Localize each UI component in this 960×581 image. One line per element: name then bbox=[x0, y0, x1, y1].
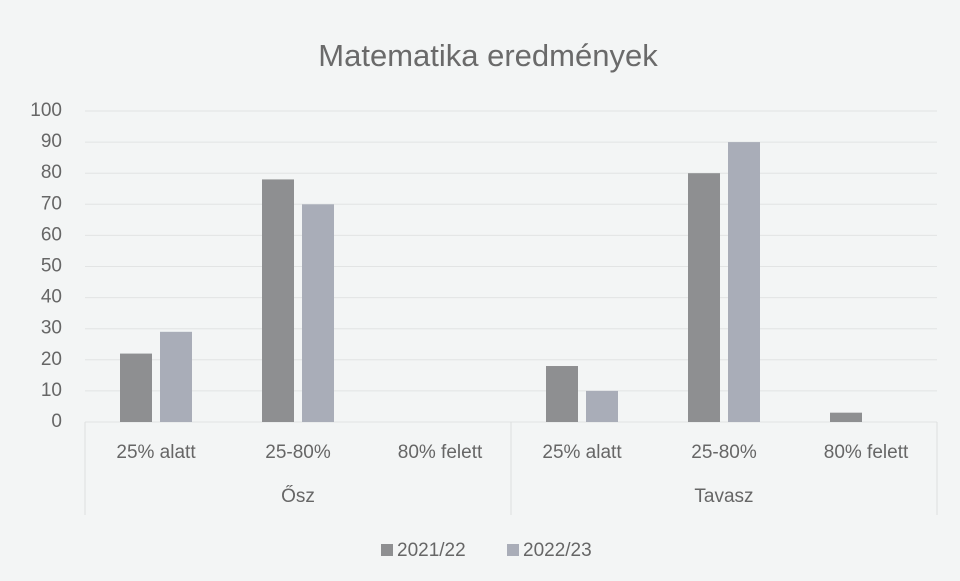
bar bbox=[302, 204, 334, 422]
bar bbox=[262, 179, 294, 422]
y-tick-label: 70 bbox=[41, 193, 62, 214]
x-tick-label: 25-80% bbox=[691, 442, 757, 463]
chart-title: Matematika eredmények bbox=[318, 38, 658, 73]
y-tick-label: 30 bbox=[41, 318, 62, 339]
y-tick-label: 10 bbox=[41, 380, 62, 401]
y-tick-label: 90 bbox=[41, 131, 62, 152]
group-label: Ősz bbox=[281, 485, 315, 507]
legend-label: 2022/23 bbox=[523, 540, 592, 561]
bar bbox=[546, 366, 578, 422]
legend-swatch bbox=[381, 544, 393, 556]
y-tick-label: 80 bbox=[41, 162, 62, 183]
y-tick-label: 0 bbox=[51, 411, 62, 432]
bar bbox=[586, 390, 618, 422]
y-tick-label: 20 bbox=[41, 349, 62, 370]
x-tick-label: 80% felett bbox=[398, 442, 483, 463]
y-tick-label: 40 bbox=[41, 287, 62, 308]
bar bbox=[830, 412, 862, 422]
x-tick-label: 25-80% bbox=[265, 442, 331, 463]
legend-swatch bbox=[507, 544, 519, 556]
x-tick-label: 80% felett bbox=[824, 442, 909, 463]
y-tick-label: 50 bbox=[41, 256, 62, 277]
group-label: Tavasz bbox=[694, 486, 753, 507]
y-tick-label: 60 bbox=[41, 224, 62, 245]
y-tick-label: 100 bbox=[30, 100, 62, 121]
x-tick-label: 25% alatt bbox=[542, 442, 622, 463]
legend-label: 2021/22 bbox=[397, 540, 466, 561]
bar bbox=[120, 353, 152, 422]
bar bbox=[728, 142, 760, 422]
bar bbox=[688, 173, 720, 422]
x-tick-label: 25% alatt bbox=[116, 442, 196, 463]
bar bbox=[160, 331, 192, 422]
